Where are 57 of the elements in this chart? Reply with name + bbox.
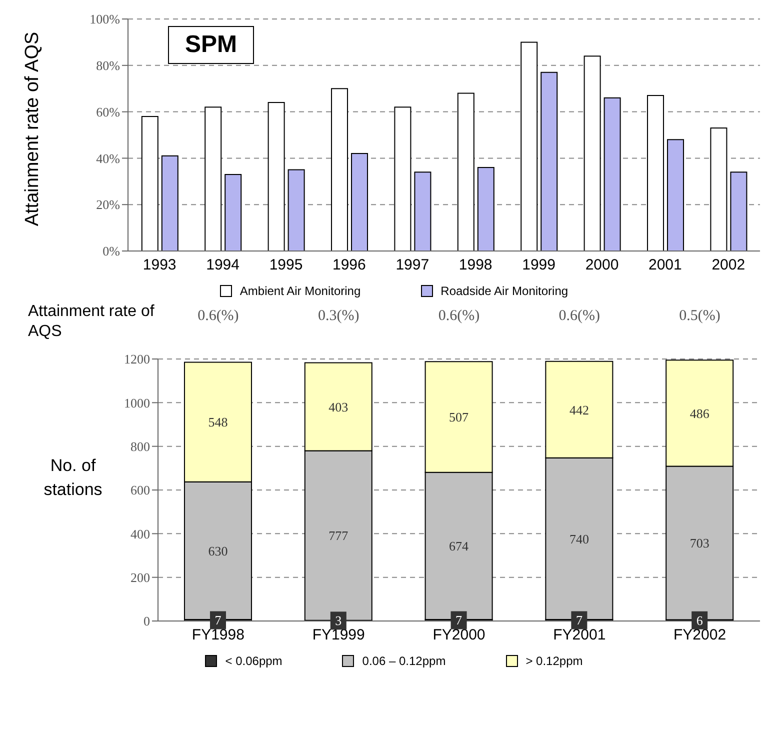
data-label: 630 <box>208 543 228 558</box>
x-tick-label: 1999 <box>522 256 556 274</box>
x-tick-label: 1995 <box>269 256 303 274</box>
data-label: 7 <box>456 612 463 628</box>
y-tick-label: 40% <box>96 150 120 166</box>
legend-label: 0.06 – 0.12ppm <box>362 654 446 668</box>
x-tick-label: 2000 <box>585 256 619 274</box>
data-label: 7 <box>576 612 583 628</box>
x-tick-label: FY2002 <box>674 626 726 644</box>
x-tick-label: 1997 <box>396 256 430 274</box>
data-label: 442 <box>569 402 589 418</box>
y-tick-label: 1200 <box>124 352 150 367</box>
text: SPM <box>168 26 254 64</box>
y-tick-label: 1000 <box>124 395 150 410</box>
x-tick-label: 1994 <box>206 256 240 274</box>
y-tick-label: 0% <box>102 244 120 259</box>
legend-label: > 0.12ppm <box>526 654 583 668</box>
y-axis-title: Attainment rate of AQS <box>22 32 44 226</box>
x-tick-label: 2001 <box>648 256 682 274</box>
y-axis-title: No. of stations <box>42 455 104 501</box>
data-label: 3 <box>335 613 342 628</box>
y-tick-label: 60% <box>96 104 120 120</box>
x-tick-label: FY2000 <box>432 626 486 644</box>
data-label: 486 <box>690 406 710 421</box>
data-label: 403 <box>328 399 348 414</box>
text: 0.3(%) <box>316 308 360 325</box>
y-tick-label: 100% <box>90 12 120 27</box>
data-label: 6 <box>696 612 704 628</box>
y-tick-label: 0 <box>144 614 150 629</box>
legend-label: Ambient Air Monitoring <box>240 284 361 298</box>
data-label: 548 <box>208 414 228 430</box>
data-label: 777 <box>328 528 349 544</box>
y-tick-label: 200 <box>130 570 150 585</box>
y-tick-label: 600 <box>130 482 150 498</box>
x-tick-label: 2002 <box>712 256 746 274</box>
data-label: 674 <box>449 538 470 554</box>
data-label: 740 <box>569 531 589 546</box>
x-tick-label: 1998 <box>458 256 492 274</box>
x-tick-label: FY1998 <box>192 626 244 644</box>
data-label: 507 <box>449 410 470 425</box>
legend-label: < 0.06ppm <box>225 654 282 668</box>
text: 0.6(%) <box>437 308 481 325</box>
legend-label: Roadside Air Monitoring <box>440 284 568 298</box>
y-tick-label: 80% <box>96 58 120 74</box>
x-tick-label: 1993 <box>142 256 176 274</box>
data-label: 703 <box>690 536 710 551</box>
text: 0.6(%) <box>196 308 240 325</box>
y-tick-label: 20% <box>96 197 120 212</box>
data-label: 7 <box>214 612 222 628</box>
x-tick-label: FY2001 <box>553 626 606 644</box>
x-tick-label: 1996 <box>332 256 366 274</box>
text: 0.5(%) <box>678 308 722 325</box>
y-tick-label: 400 <box>130 526 150 542</box>
y-tick-label: 800 <box>130 438 150 454</box>
text: 0.6(%) <box>558 308 602 325</box>
text: Attainment rate of AQS <box>28 302 156 342</box>
x-tick-label: FY1999 <box>312 626 365 644</box>
